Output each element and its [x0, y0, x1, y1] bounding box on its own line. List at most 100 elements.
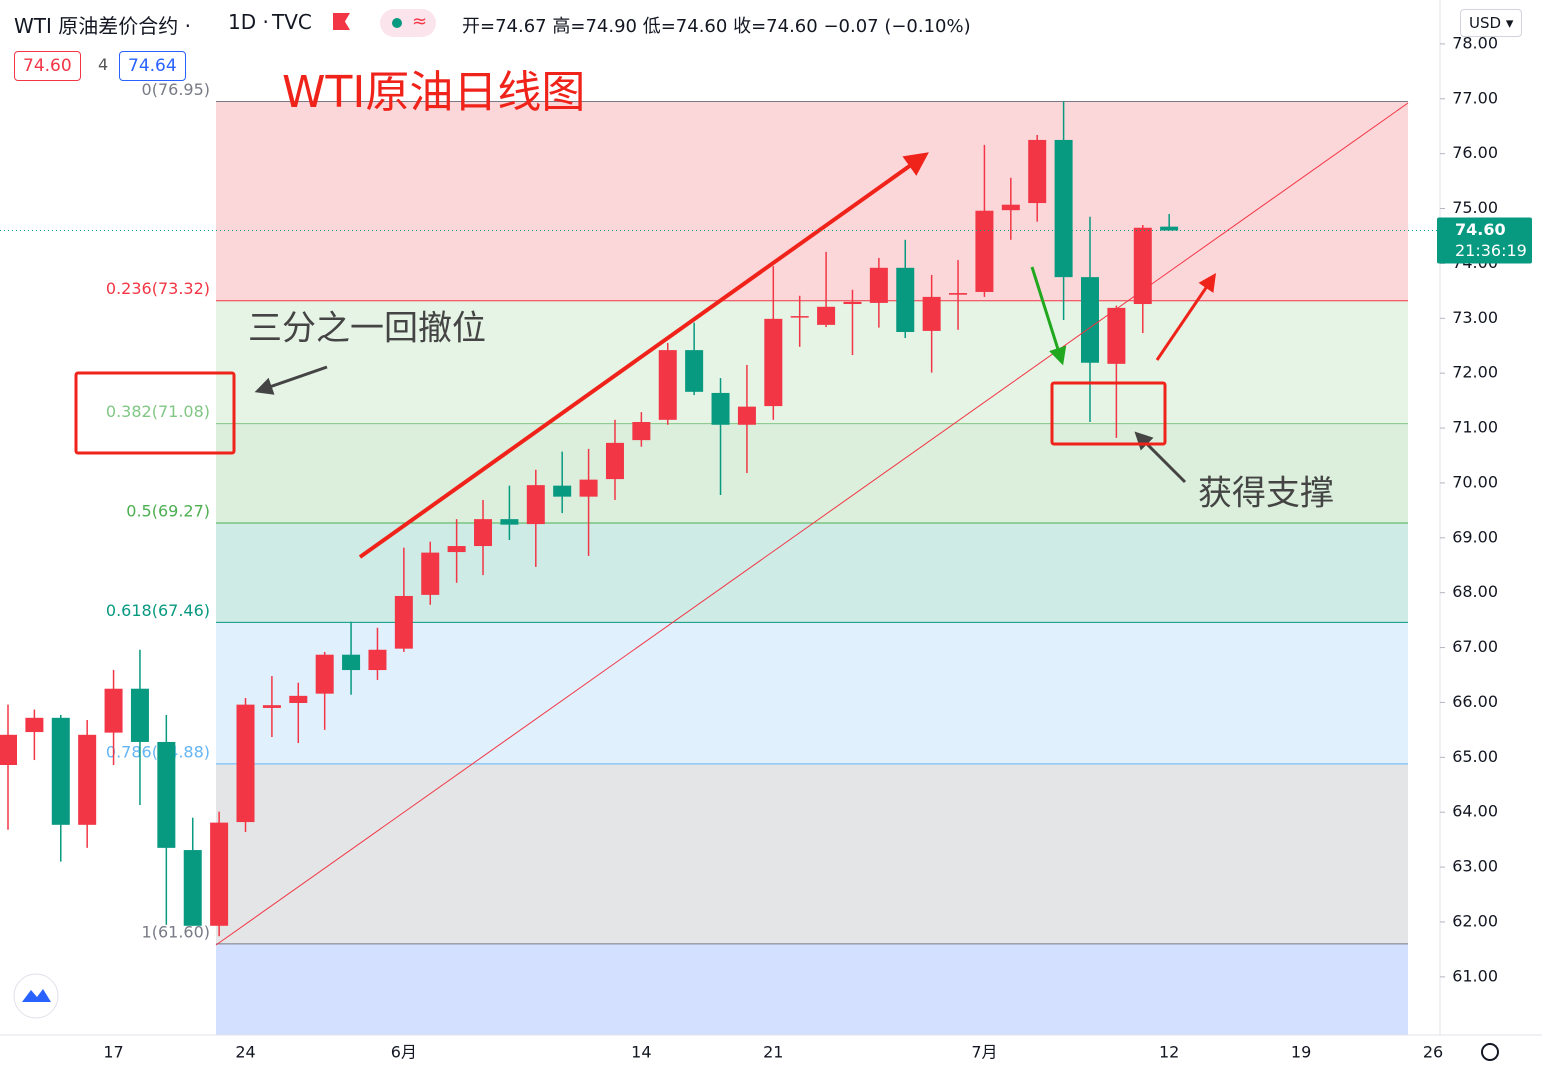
y-tick-label: 77.00: [1452, 88, 1498, 107]
candle-body: [869, 267, 888, 303]
x-tick-label: 12: [1159, 1043, 1179, 1062]
candle-body: [764, 318, 783, 407]
fib-zone: [216, 101, 1408, 301]
x-tick-label: 14: [631, 1043, 651, 1062]
y-tick-label: 61.00: [1452, 966, 1498, 985]
ask-box[interactable]: 74.64: [119, 51, 186, 81]
x-tick-label: 17: [103, 1043, 123, 1062]
candle-body: [1028, 139, 1047, 204]
symbol[interactable]: WTI 原油差价合约 ·: [14, 14, 191, 38]
fib-zone: [216, 300, 1408, 424]
drawings: WTI原油日线图 三分之一回撤位 获得支撑: [74, 67, 1409, 946]
candle-body: [104, 688, 123, 733]
trend-line: [215, 102, 1409, 946]
ohlc-high: 高=74.90: [552, 16, 637, 37]
y-tick-label: 63.00: [1452, 857, 1498, 876]
flag-icon[interactable]: [333, 13, 350, 30]
fib-label: 0(76.95): [142, 80, 210, 99]
interval[interactable]: 1D ·: [228, 10, 269, 34]
y-tick-label: 62.00: [1452, 911, 1498, 930]
candle-body: [342, 654, 361, 671]
candle-body: [1107, 307, 1126, 364]
fib-label: 0.236(73.32): [106, 279, 210, 298]
down-arrow: [1030, 266, 1067, 366]
candle-body: [1080, 277, 1099, 363]
candle-body: [500, 519, 519, 525]
rebound-arrow: [1155, 273, 1217, 361]
pointer-arrow: [254, 365, 328, 395]
candle-body: [51, 717, 70, 825]
candle-body: [236, 704, 255, 823]
y-tick-label: 73.00: [1452, 308, 1498, 327]
candle-body: [1133, 227, 1152, 305]
currency-button[interactable]: USD ▾: [1460, 9, 1523, 37]
annotation: 三分之一回撤位: [248, 309, 486, 349]
candle-body: [579, 479, 598, 497]
candle-body: [130, 688, 149, 742]
candle-body: [210, 822, 229, 926]
x-tick-label: 6月: [391, 1043, 417, 1062]
y-tick-label: 66.00: [1452, 692, 1498, 711]
countdown-label: 21:36:19: [1455, 241, 1527, 260]
ohlc: 开=74.67 高=74.90 低=74.60 收=74.60 −0.07 (−…: [462, 12, 971, 38]
highlight-box: [74, 371, 236, 455]
candle-body: [737, 406, 756, 425]
candle-body: [685, 350, 704, 392]
candle-body: [949, 293, 968, 295]
spread: 4: [98, 55, 109, 74]
candle-body: [790, 316, 809, 318]
status-pill[interactable]: ≈: [380, 9, 436, 37]
candle-body: [25, 717, 44, 733]
settings-icon[interactable]: [1481, 1043, 1499, 1061]
y-tick-label: 69.00: [1452, 527, 1498, 546]
y-tick-label: 71.00: [1452, 418, 1498, 437]
bid-box[interactable]: 74.60: [14, 51, 81, 81]
candle-body: [157, 741, 176, 848]
logo-icon: [22, 989, 51, 1002]
candle-body: [474, 519, 493, 547]
x-tick-label: 21: [763, 1043, 783, 1062]
fib-zone: [216, 763, 1408, 944]
fib-label: 0.5(69.27): [126, 501, 210, 520]
candle-layer: [0, 101, 1179, 937]
ohlc-close: 收=74.60: [733, 16, 818, 37]
candle-body: [1001, 204, 1020, 211]
fib-label: 0.382(71.08): [106, 402, 210, 421]
ohlc-change: −0.07 (−0.10%): [823, 16, 971, 37]
fib-label: 1(61.60): [142, 922, 210, 941]
annotation-title: WTI原油日线图: [282, 67, 585, 118]
candle-body: [843, 301, 862, 305]
highlight-box: [1050, 381, 1167, 446]
candle-body: [817, 306, 836, 325]
candle-body: [183, 850, 202, 926]
y-tick-label: 76.00: [1452, 143, 1498, 162]
candle-body: [78, 734, 97, 825]
candle-body: [1054, 139, 1073, 278]
candle-body: [658, 350, 677, 420]
y-tick-label: 75.00: [1452, 198, 1498, 217]
candle-body: [289, 695, 308, 703]
candle-body: [368, 649, 387, 671]
candle-body: [975, 210, 994, 292]
fib-zone: [216, 622, 1408, 764]
last-price-tag: [1437, 217, 1532, 264]
pointer-arrow: [1134, 431, 1187, 484]
fib-zone: [216, 423, 1408, 523]
y-tick-label: 68.00: [1452, 582, 1498, 601]
candle-body: [896, 267, 915, 333]
fib-zone: [216, 522, 1408, 623]
y-tick-label: 70.00: [1452, 472, 1498, 491]
y-tick-label: 65.00: [1452, 747, 1498, 766]
candle-body: [447, 546, 466, 553]
y-tick-label: 72.00: [1452, 363, 1498, 382]
y-tick-label: 67.00: [1452, 637, 1498, 656]
candle-body: [526, 485, 545, 525]
ohlc-low: 低=74.60: [642, 16, 728, 37]
candle-body: [605, 442, 624, 480]
exchange: TVC: [272, 10, 312, 34]
status-icon: ≈: [412, 11, 428, 32]
candle-body: [315, 654, 334, 694]
y-tick-label: 78.00: [1452, 33, 1498, 52]
fib-label: 0.618(67.46): [106, 601, 210, 620]
